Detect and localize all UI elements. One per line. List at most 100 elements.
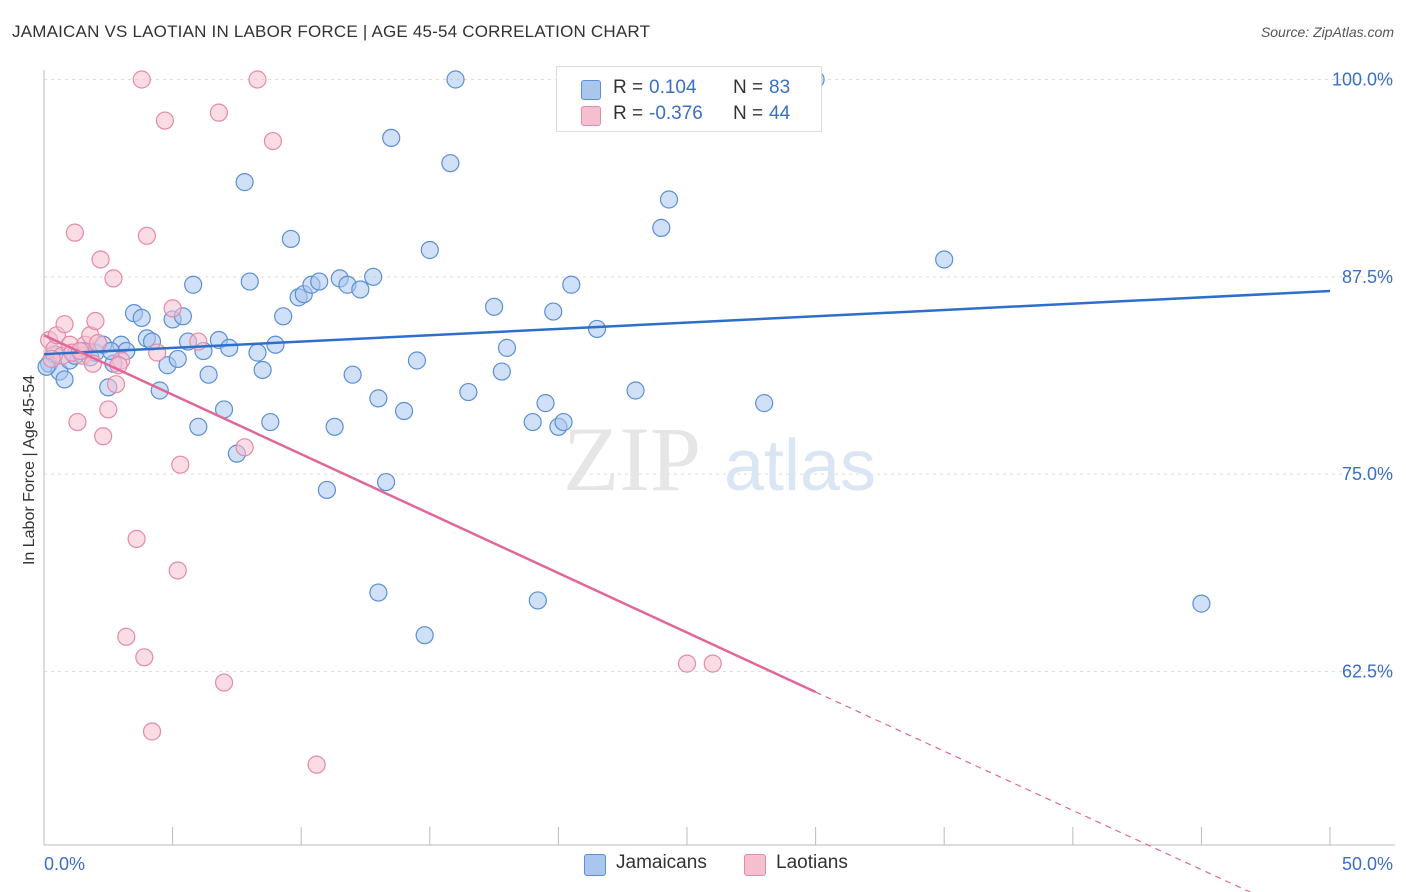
jamaicans-trend-line [43,289,1331,356]
jamaicans-point [369,583,388,602]
jamaicans-point [407,351,427,370]
laotians-point [91,250,110,269]
laotians-point [99,400,118,419]
legend-swatch-jamaicans [584,854,606,876]
laotians-point [94,427,113,446]
jamaicans-point [317,480,337,500]
y-tick-label: 75.0% [1342,464,1393,484]
jamaicans-point [189,417,208,436]
laotians-point [214,673,234,692]
jamaicans-point [240,272,259,291]
jamaicans-point [369,389,388,408]
jamaicans-point [652,218,671,237]
jamaicans-point [376,472,396,492]
stats-legend: R = 0.104 N = 83 R = -0.376 N = 44 [556,66,822,132]
legend-r-value: -0.376 [649,103,703,124]
laotians-point [104,269,123,288]
jamaicans-point [235,173,254,192]
jamaicans-point [261,412,280,432]
watermark-zip: ZIP [563,408,701,510]
jamaicans-point [497,338,517,357]
laotians-point [132,70,151,89]
trend-lines [43,289,1331,892]
jamaicans-point [415,626,434,645]
x-tick-label: 50.0% [1342,854,1393,874]
watermark-atlas: atlas [724,426,876,506]
laotians-point [88,334,108,353]
laotians-point [68,412,87,432]
jamaicans-point [459,382,478,402]
jamaicans-point [325,417,344,436]
laotians-point [155,111,174,130]
legend-swatch-blue [581,80,601,100]
laotians-point [677,654,697,673]
jamaicans-point [420,240,439,260]
jamaicans-point [248,343,267,362]
y-tick-label: 62.5% [1342,662,1393,682]
watermark: ZIP atlas [563,408,876,510]
axes [43,70,1395,846]
jamaicans-point [274,307,293,326]
y-tick-label: 100.0% [1332,70,1393,90]
laotians-point [55,315,74,334]
jamaicans-point [659,190,679,209]
laotians-point [248,70,267,89]
laotians-point [163,299,182,318]
jamaicans-point [544,302,563,321]
tick-labels: 62.5% 75.0% 87.5% 100.0% 0.0% 50.0% [44,70,1393,875]
jamaicans-point [528,591,547,610]
laotians-point [142,722,162,741]
jamaicans-point [281,229,301,249]
laotians-point [263,131,283,151]
legend-label-laotians: Laotians [776,852,848,873]
laotians-point [148,343,167,362]
jamaicans-point [1192,594,1211,613]
jamaicans-point [492,362,511,381]
laotians-point [235,438,254,457]
laotians-point [137,226,156,245]
x-tick-label: 0.0% [44,854,85,874]
legend-r-label: R = [613,77,644,98]
jamaicans-point [441,154,460,173]
jamaicans-point [253,360,272,380]
jamaicans-point [485,297,504,316]
y-axis-label: In Labor Force | Age 45-54 [21,374,38,566]
jamaicans-point [523,412,542,432]
jamaicans-point [446,70,465,89]
laotians-point [65,223,84,242]
jamaicans-point [310,272,329,291]
legend-label-jamaicans: Jamaicans [616,852,707,873]
grid-lines [44,79,1395,672]
legend-swatch-pink [581,106,601,126]
jamaicans-point [351,280,370,299]
jamaicans-point [935,250,954,269]
jamaicans-point [562,275,581,294]
legend-r-label: R = [613,103,644,124]
jamaicans-point [220,338,239,357]
legend-n-label: N = [733,77,764,98]
legend-r-value: 0.104 [649,77,697,98]
laotians-point [127,529,146,548]
jamaicans-point [755,394,774,413]
laotians-point [117,627,136,646]
legend-swatch-laotians [744,854,766,876]
jamaicans-point [626,381,645,400]
jamaicans-point [55,370,74,389]
laotians-point [171,455,190,474]
laotians-point [209,103,228,122]
jamaicans-point [554,412,573,432]
laotians-point [86,311,105,331]
laotians-trend-line [43,334,817,694]
chart-source: Source: ZipAtlas.com [1260,24,1394,40]
laotians-point [106,375,126,394]
jamaicans-point [364,267,383,286]
chart-title: JAMAICAN VS LAOTIAN IN LABOR FORCE | AGE… [12,22,651,41]
jamaicans-point [132,308,151,327]
laotians-point [135,648,154,667]
jamaicans-point [184,275,203,294]
jamaicans-points [37,70,1211,645]
laotians-point [168,561,187,580]
laotians-trend-extension [815,691,1252,892]
legend-n-value: 83 [769,77,791,98]
